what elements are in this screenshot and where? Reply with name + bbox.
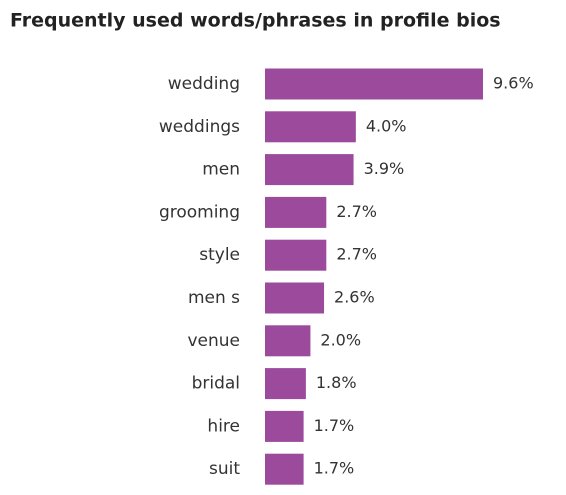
bar — [265, 111, 356, 143]
bar — [265, 325, 311, 357]
category-label: venue — [187, 331, 240, 351]
value-label: 9.6% — [493, 74, 534, 93]
category-label: men — [202, 160, 240, 180]
value-label: 2.7% — [336, 245, 377, 264]
bar — [265, 68, 483, 100]
chart-title: Frequently used words/phrases in profile… — [10, 10, 501, 32]
bar — [265, 282, 325, 314]
category-label: grooming — [159, 202, 240, 222]
category-label: men s — [188, 288, 240, 308]
value-label: 1.8% — [316, 373, 357, 392]
value-label: 2.0% — [320, 330, 361, 349]
value-label: 2.7% — [336, 202, 377, 221]
category-label: style — [199, 245, 240, 265]
category-label: bridal — [192, 374, 240, 394]
bar — [265, 453, 304, 485]
value-label: 3.9% — [364, 159, 405, 178]
value-label: 1.7% — [314, 459, 355, 478]
value-label: 2.6% — [334, 288, 375, 307]
bar — [265, 368, 306, 400]
bar — [265, 239, 327, 271]
category-label: hire — [207, 416, 240, 436]
category-label: suit — [209, 459, 240, 479]
value-label: 4.0% — [366, 116, 407, 135]
category-label: weddings — [159, 117, 240, 137]
value-label: 1.7% — [314, 416, 355, 435]
bar — [265, 196, 327, 228]
bar — [265, 154, 354, 186]
bar — [265, 410, 304, 442]
category-label: wedding — [168, 74, 240, 94]
